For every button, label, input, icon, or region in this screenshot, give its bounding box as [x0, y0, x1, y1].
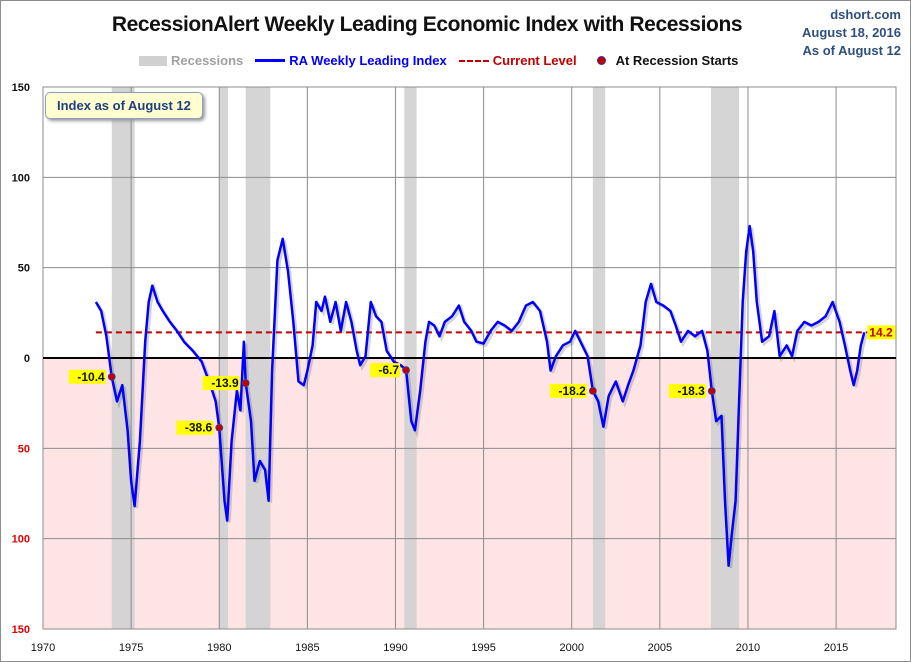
index-line-swatch	[255, 59, 286, 62]
recession-start-label-bg	[668, 384, 706, 399]
legend-current: Current Level	[458, 53, 577, 68]
current-level-label: 14.2	[869, 325, 893, 339]
y-tick-label: 100	[12, 172, 30, 184]
source-block: dshort.com August 18, 2016 As of August …	[802, 6, 901, 60]
recession-swatch	[139, 55, 167, 66]
recession-start-label: -38.6	[185, 421, 213, 435]
y-tick-label: 50	[18, 443, 30, 455]
current-dash-swatch	[458, 59, 489, 62]
legend-recessions: Recessions	[139, 53, 243, 68]
recession-start-label: -18.2	[559, 384, 587, 398]
recession-start-dot	[107, 372, 116, 381]
recession-start-label: -18.3	[677, 384, 705, 398]
y-tick-label: 50	[18, 263, 30, 275]
recession-start-label: -6.7	[378, 363, 399, 377]
x-tick-label: 1980	[207, 642, 231, 654]
y-tick-label: 0	[24, 353, 30, 365]
x-tick-label: 1990	[383, 642, 407, 654]
legend-starts-label: At Recession Starts	[615, 53, 739, 68]
recession-start-label-bg	[549, 383, 587, 398]
recession-start-label-bg	[202, 376, 240, 391]
current-level-label-bg	[867, 325, 896, 340]
annotation-box: Index as of August 12	[45, 92, 203, 119]
index-line	[94, 224, 866, 568]
x-tick-label: 1970	[31, 642, 55, 654]
x-tick-label: 2005	[648, 642, 672, 654]
recession-start-dot	[241, 379, 250, 388]
legend-recessions-label: Recessions	[171, 53, 244, 68]
x-tick-label: 1975	[119, 642, 143, 654]
legend-current-label: Current Level	[492, 53, 577, 68]
publish-date: August 18, 2016	[802, 25, 901, 40]
recession-start-label: -13.9	[211, 376, 239, 390]
negative-zone	[43, 358, 896, 629]
x-tick-label: 1985	[295, 642, 319, 654]
recession-start-label-bg	[68, 369, 106, 384]
dot-swatch-icon	[596, 56, 606, 65]
legend-index-label: RA Weekly Leading Index	[289, 53, 447, 68]
recession-start-label-bg	[176, 420, 214, 435]
as-of-date: As of August 12	[802, 43, 901, 58]
x-tick-label: 2010	[736, 642, 760, 654]
recession-start-dot	[588, 386, 597, 395]
legend: Recessions RA Weekly Leading Index Curre…	[139, 53, 738, 68]
x-tick-label: 2015	[824, 642, 848, 654]
recession-start-label-bg	[370, 363, 401, 378]
recession-start-dot	[707, 387, 716, 395]
recession-start-dot	[402, 366, 410, 375]
legend-index: RA Weekly Leading Index	[255, 53, 447, 68]
x-tick-label: 2000	[559, 642, 583, 654]
recession-start-dot	[215, 423, 224, 432]
recession-start-label: -10.4	[77, 370, 105, 384]
y-tick-label: 150	[12, 624, 30, 636]
source-site: dshort.com	[830, 7, 901, 22]
y-tick-label: 100	[12, 534, 30, 546]
chart-title: RecessionAlert Weekly Leading Economic I…	[111, 13, 743, 36]
x-tick-label: 1995	[471, 642, 495, 654]
legend-starts: At Recession Starts	[589, 53, 739, 68]
y-tick-label: 150	[12, 82, 30, 94]
index-line-shadow	[96, 227, 868, 568]
